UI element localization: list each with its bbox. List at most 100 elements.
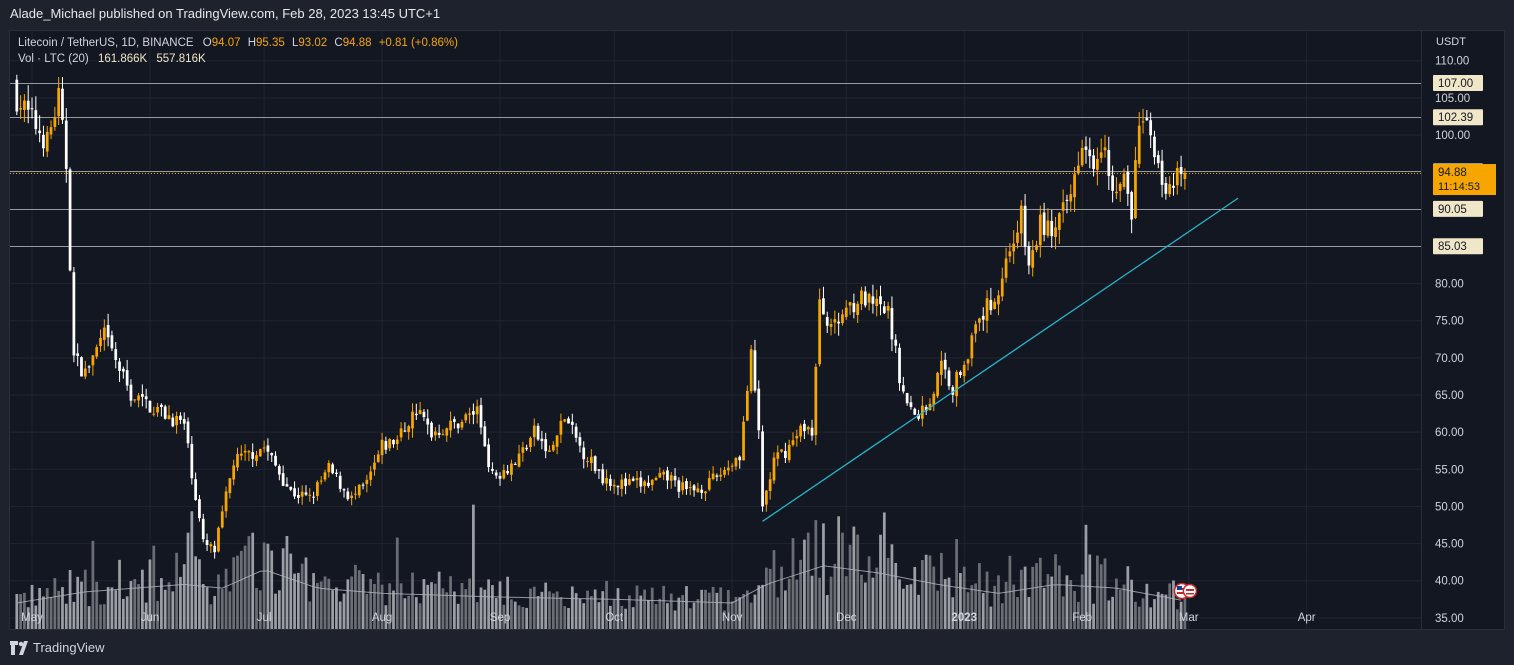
candle-down [61, 88, 64, 120]
candle-up [936, 372, 939, 397]
candle-down [296, 494, 300, 498]
candles [15, 74, 1187, 559]
candle-up [730, 465, 734, 467]
volume-bar [296, 572, 300, 629]
candle-up [510, 463, 513, 475]
volume-bar [1073, 591, 1076, 629]
volume-bar [913, 566, 917, 629]
volume-bar [825, 595, 829, 629]
candle-up [1035, 245, 1038, 250]
candle-down [472, 411, 475, 415]
candle-up [1122, 173, 1126, 187]
price-axis[interactable]: USDT110.00105.00100.0095.0090.0085.0080.… [1421, 31, 1497, 629]
candle-up [787, 444, 791, 461]
candle-down [304, 492, 308, 495]
candle-up [688, 487, 692, 489]
volume-bar [882, 512, 886, 629]
volume-bar [1069, 580, 1073, 629]
candle-up [388, 439, 392, 449]
candle-down [1111, 175, 1114, 191]
volume-bar [791, 538, 795, 629]
volume-bar [137, 584, 140, 629]
volume-bar [392, 590, 395, 629]
candle-down [483, 426, 487, 447]
candle-down [1027, 246, 1031, 266]
volume-bar [190, 511, 194, 629]
volume-bar [38, 588, 42, 629]
volume-bar [133, 579, 137, 629]
volume-bar [1023, 566, 1027, 629]
candle-down [890, 308, 894, 340]
chart-frame[interactable]: USDT110.00105.00100.0095.0090.0085.0080.… [9, 30, 1505, 630]
candle-down [673, 475, 677, 481]
volume-bar [1046, 574, 1050, 629]
volume-bar [1027, 597, 1031, 629]
volume-bar [768, 568, 772, 629]
candle-down [125, 370, 129, 386]
volume-bar [555, 591, 559, 629]
candle-down [574, 426, 578, 438]
time-axis[interactable]: May Jun Jul Aug Sep Oct Nov Dec 2023 Feb Mar Apr [21, 612, 1316, 624]
volume-bar [799, 559, 802, 629]
volume-bar [669, 593, 673, 629]
volume-bar [407, 595, 411, 629]
level-price-tag [1433, 238, 1483, 255]
volume-bar [559, 597, 563, 629]
volume-bar [102, 604, 106, 629]
candle-up [99, 337, 102, 347]
time-tick-label: Feb [1072, 612, 1092, 624]
volume-bar [844, 576, 848, 629]
volume-bar [567, 608, 570, 629]
candle-down [822, 298, 825, 315]
candle-up [1076, 165, 1080, 174]
volume-bar [886, 557, 890, 629]
last-price-label: 94.88 [1438, 167, 1467, 179]
brand-name: TradingView [33, 640, 105, 655]
high-value: 95.35 [256, 37, 285, 49]
candle-down [26, 100, 30, 110]
volume-bar [666, 603, 669, 629]
volume-bar [350, 576, 354, 629]
volume-bar [354, 564, 357, 629]
price-chart[interactable]: USDT110.00105.00100.0095.0090.0085.0080.… [10, 31, 1504, 629]
candle-down [1149, 120, 1153, 136]
trendline-group[interactable] [762, 197, 1239, 522]
volume-bar [331, 590, 334, 629]
event-flags[interactable] [1173, 582, 1198, 600]
volume-bar [742, 593, 745, 629]
volume-bar [940, 552, 943, 629]
candle-down [1160, 160, 1164, 185]
volume-bar [129, 581, 133, 629]
candle-down [293, 488, 296, 497]
candle-down [715, 475, 719, 477]
volume-bar [650, 587, 654, 629]
low-label: L [292, 37, 299, 49]
candle-up [45, 131, 49, 152]
volume-bar [175, 552, 178, 629]
candle-down [567, 418, 570, 424]
candle-down [121, 368, 125, 372]
volume-bar [818, 577, 822, 629]
volume-bar [624, 608, 627, 629]
volume-bar [692, 602, 696, 629]
volume-bar [1031, 566, 1035, 629]
candle-up [167, 415, 171, 419]
volume-bar [989, 606, 993, 629]
volume-bar [974, 583, 978, 629]
candle-down [879, 296, 882, 305]
change-value: +0.81 (+0.86%) [378, 37, 458, 49]
candle-up [768, 479, 772, 491]
candle-down [64, 120, 68, 169]
us-flag-icon[interactable] [1182, 583, 1198, 599]
candle-up [1134, 160, 1137, 219]
symbol-legend[interactable]: Litecoin / TetherUS, 1D, BINANCE O94.07 … [18, 37, 458, 49]
volume-bar [578, 598, 582, 629]
candle-up [654, 477, 658, 481]
time-tick-label: Jul [257, 612, 272, 624]
volume-bar [1061, 596, 1065, 629]
candle-up [327, 463, 331, 473]
volume-legend[interactable]: Vol · LTC (20) 161.866K 557.816K [18, 53, 206, 65]
candle-up [662, 471, 666, 475]
candle-down [784, 450, 787, 459]
volume-bar [707, 592, 711, 629]
